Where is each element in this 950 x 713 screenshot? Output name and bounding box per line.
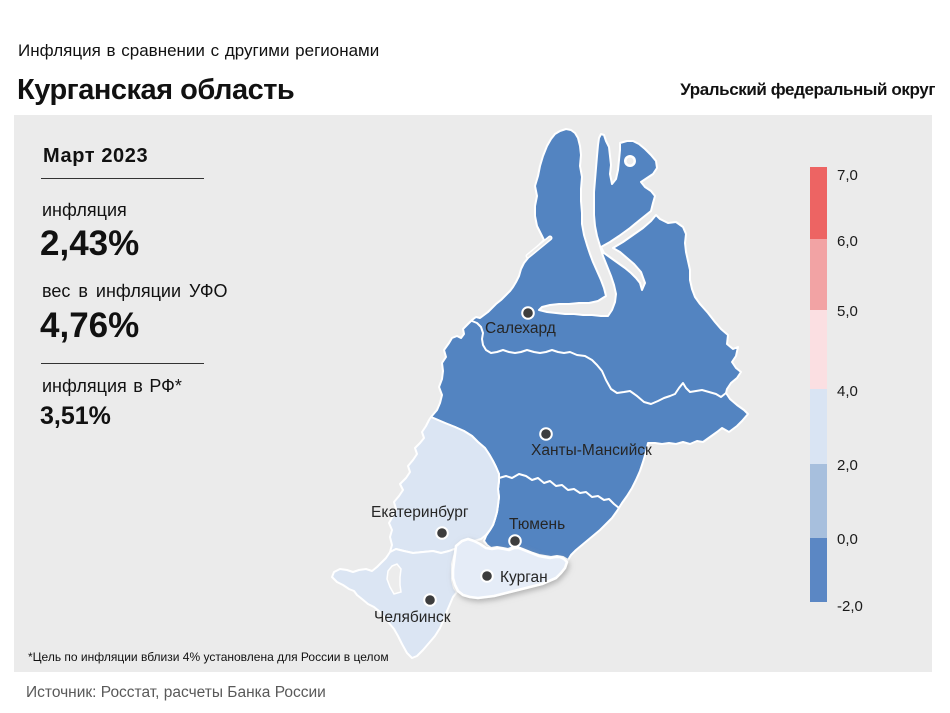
svg-text:Екатеринбург: Екатеринбург xyxy=(371,504,469,521)
svg-text:Ханты-Мансийск: Ханты-Мансийск xyxy=(531,442,652,459)
svg-text:Салехард: Салехард xyxy=(485,320,556,337)
svg-text:-2,0: -2,0 xyxy=(837,598,863,615)
svg-text:0,0: 0,0 xyxy=(837,531,858,548)
svg-text:2,0: 2,0 xyxy=(837,457,858,474)
svg-text:7,0: 7,0 xyxy=(837,167,858,184)
svg-text:6,0: 6,0 xyxy=(837,233,858,250)
svg-text:Челябинск: Челябинск xyxy=(374,609,451,626)
svg-text:4,0: 4,0 xyxy=(837,383,858,400)
svg-text:5,0: 5,0 xyxy=(837,303,858,320)
svg-text:Курган: Курган xyxy=(500,569,548,586)
svg-text:Тюмень: Тюмень xyxy=(509,516,565,533)
